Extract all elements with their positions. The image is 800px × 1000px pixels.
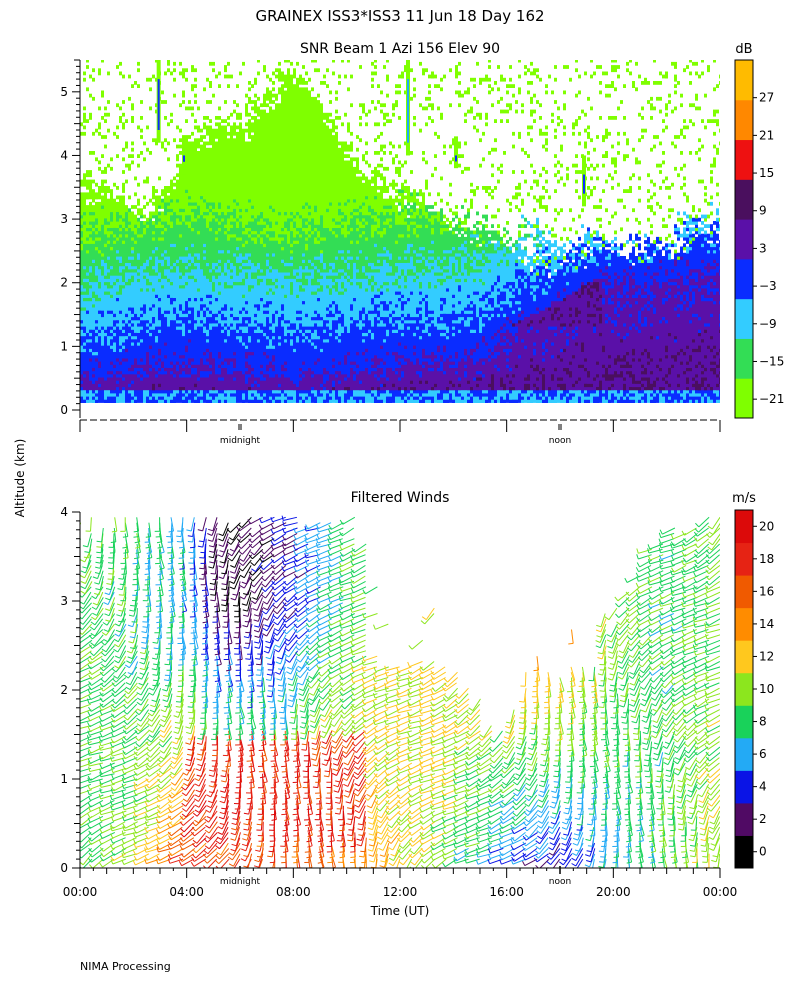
snr-y-tick-label: 2: [60, 276, 68, 290]
winds-colorbar-tick-label: 10: [759, 682, 774, 696]
snr-colorbar-tick-label: −3: [759, 279, 777, 293]
winds-y-tick-label: 4: [60, 505, 68, 519]
snr-colorbar-tick-label: −15: [759, 354, 784, 368]
snr-heatmap: [80, 60, 720, 403]
winds-colorbar-tick-label: 16: [759, 584, 774, 598]
winds-colorbar-swatch: [735, 510, 753, 544]
snr-colorbar-swatch: [735, 298, 753, 339]
wind-barbs: [80, 515, 720, 868]
snr-colorbar-tick-label: 3: [759, 241, 767, 255]
winds-colorbar-tick-label: 8: [759, 715, 767, 729]
snr-colorbar-tick-label: 9: [759, 204, 767, 218]
snr-y-tick-label: 5: [60, 85, 68, 99]
winds-colorbar-swatch: [735, 835, 753, 869]
time-axis-label: Time (UT): [370, 904, 430, 918]
snr-y-tick-label: 0: [60, 403, 68, 417]
snr-colorbar-tick-label: 21: [759, 128, 774, 142]
winds-y-tick-label: 3: [60, 594, 68, 608]
snr-colorbar-tick-label: −9: [759, 317, 777, 331]
snr-y-tick-label: 4: [60, 148, 68, 162]
winds-y-tick-label: 2: [60, 683, 68, 697]
winds-time-marker-label: noon: [549, 877, 571, 887]
snr-colorbar-swatch: [735, 258, 753, 300]
snr-time-axis: midnight noon: [79, 419, 721, 446]
snr-colorbar-swatch: [735, 338, 753, 379]
snr-colorbar-swatch: [735, 378, 753, 419]
winds-y-tick-label: 1: [60, 772, 68, 786]
winds-time-marker-label: midnight: [220, 877, 261, 887]
winds-colorbar-tick-label: 18: [759, 552, 774, 566]
winds-x-tick-label: 04:00: [169, 885, 204, 899]
winds-colorbar-swatch: [735, 575, 753, 609]
snr-colorbar: 27 21 15 9 3 −3 −9 −15 −21: [734, 59, 784, 419]
winds-x-tick-label: 12:00: [383, 885, 418, 899]
snr-colorbar-swatch: [735, 219, 753, 260]
snr-y-axis: 0 1 2 3 4 5: [60, 59, 81, 418]
winds-colorbar-swatch: [735, 640, 753, 674]
winds-colorbar-swatch: [735, 737, 753, 771]
winds-colorbar-unit: m/s: [732, 491, 756, 506]
winds-panel-title: Filtered Winds: [351, 490, 450, 506]
snr-time-marker-label: noon: [549, 436, 571, 446]
snr-panel: 0 1 2 3 4 5 midnight noon 27 21 15 9 3 −3 −9 −15 −21 d…: [60, 42, 784, 446]
winds-y-tick-label: 0: [60, 861, 68, 875]
snr-y-tick-label: 1: [60, 339, 68, 353]
snr-panel-title: SNR Beam 1 Azi 156 Elev 90: [300, 41, 500, 57]
winds-x-tick-label: 08:00: [276, 885, 311, 899]
winds-colorbar-tick-label: 12: [759, 649, 774, 663]
winds-colorbar-swatch: [735, 705, 753, 739]
winds-colorbar-tick-label: 0: [759, 845, 767, 859]
winds-colorbar-swatch: [735, 607, 753, 641]
winds-colorbar-swatch: [735, 542, 753, 576]
snr-y-tick-label: 3: [60, 212, 68, 226]
winds-x-tick-label: 20:00: [596, 885, 631, 899]
winds-x-tick-label: 00:00: [703, 885, 738, 899]
winds-colorbar-tick-label: 20: [759, 519, 774, 533]
snr-colorbar-swatch: [735, 99, 753, 141]
snr-colorbar-unit: dB: [735, 42, 752, 57]
winds-colorbar-tick-label: 6: [759, 747, 767, 761]
winds-colorbar-swatch: [735, 770, 753, 804]
snr-time-marker-label: midnight: [220, 436, 261, 446]
winds-colorbar-tick-label: 14: [759, 617, 774, 631]
winds-x-axis: 00:00 04:00 08:00 12:00 16:00 20:00 00:00 midni…: [63, 866, 738, 899]
snr-colorbar-swatch: [735, 139, 753, 180]
winds-colorbar-tick-label: 4: [759, 780, 767, 794]
altitude-axis-label: Altitude (km): [13, 439, 27, 518]
snr-colorbar-tick-label: −21: [759, 392, 784, 406]
winds-colorbar-tick-label: 2: [759, 812, 767, 826]
processing-footer: NIMA Processing: [80, 960, 171, 973]
winds-x-tick-label: 00:00: [63, 885, 98, 899]
snr-colorbar-tick-label: 15: [759, 166, 774, 180]
winds-colorbar-swatch: [735, 672, 753, 706]
winds-colorbar-swatch: [735, 802, 753, 836]
snr-colorbar-tick-label: 27: [759, 91, 774, 105]
figure-title: GRAINEX ISS3*ISS3 11 Jun 18 Day 162: [255, 7, 544, 25]
winds-y-axis: 0 1 2 3 4: [60, 505, 81, 875]
snr-colorbar-swatch: [735, 60, 753, 101]
snr-colorbar-swatch: [735, 179, 753, 220]
winds-x-tick-label: 16:00: [489, 885, 524, 899]
